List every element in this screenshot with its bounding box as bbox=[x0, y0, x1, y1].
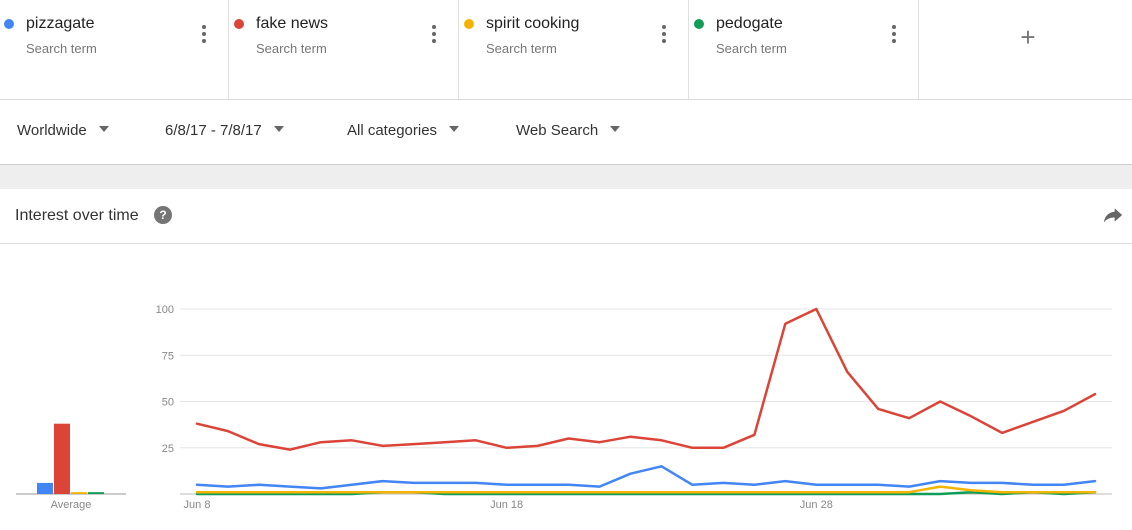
series-line-spirit-cooking bbox=[195, 485, 1097, 494]
series-line-pizzagate bbox=[195, 465, 1097, 490]
average-bar-fake-news bbox=[54, 423, 70, 494]
date-range-dropdown[interactable]: 6/8/17 - 7/8/17 bbox=[165, 122, 284, 139]
caret-down-icon bbox=[273, 126, 284, 133]
search-term-label: Search term bbox=[26, 41, 97, 56]
search-term-card-spirit-cooking[interactable]: spirit cooking Search term bbox=[460, 0, 689, 99]
more-options-icon[interactable] bbox=[432, 25, 436, 43]
search-term-name[interactable]: spirit cooking bbox=[486, 15, 580, 32]
search-term-label: Search term bbox=[716, 41, 787, 56]
region-dropdown[interactable]: Worldwide bbox=[17, 122, 109, 139]
interest-over-time-header: Interest over time ? bbox=[0, 189, 1132, 244]
more-options-icon[interactable] bbox=[662, 25, 666, 43]
search-term-label: Search term bbox=[256, 41, 327, 56]
interest-over-time-chart: Average 100 75 50 25 Jun 8 Jun 18 Jun 28 bbox=[0, 244, 1132, 530]
search-term-label: Search term bbox=[486, 41, 557, 56]
y-tick-label: 50 bbox=[162, 397, 174, 409]
caret-down-icon bbox=[610, 126, 621, 133]
y-tick-label: 25 bbox=[162, 443, 174, 455]
x-tick-label: Jun 28 bbox=[800, 499, 833, 511]
search-term-card-pedogate[interactable]: pedogate Search term bbox=[690, 0, 919, 99]
card-title: Interest over time bbox=[15, 207, 139, 224]
search-term-card-pizzagate[interactable]: pizzagate Search term bbox=[0, 0, 229, 99]
category-dropdown[interactable]: All categories bbox=[347, 122, 460, 139]
search-term-name[interactable]: pizzagate bbox=[26, 15, 95, 32]
series-color-dot bbox=[464, 19, 474, 29]
average-bar-pizzagate bbox=[37, 482, 53, 494]
series-line-pedogate bbox=[195, 490, 1097, 496]
region-label: Worldwide bbox=[17, 122, 87, 139]
search-term-card-fake-news[interactable]: fake news Search term bbox=[230, 0, 459, 99]
series-color-dot bbox=[694, 19, 704, 29]
average-bar-spirit-cooking bbox=[71, 492, 87, 494]
search-type-label: Web Search bbox=[516, 122, 599, 139]
filter-bar: Worldwide 6/8/17 - 7/8/17 All categories… bbox=[0, 100, 1132, 165]
average-bar-pedogate bbox=[88, 492, 104, 494]
caret-down-icon bbox=[98, 126, 109, 133]
share-icon[interactable] bbox=[1103, 206, 1123, 224]
y-tick-label: 75 bbox=[162, 350, 174, 362]
x-tick-label: Jun 8 bbox=[184, 499, 211, 511]
section-divider bbox=[0, 165, 1132, 189]
caret-down-icon bbox=[449, 126, 460, 133]
more-options-icon[interactable] bbox=[892, 25, 896, 43]
x-tick-label: Jun 18 bbox=[490, 499, 523, 511]
average-label: Average bbox=[51, 499, 92, 511]
search-type-dropdown[interactable]: Web Search bbox=[516, 122, 621, 139]
add-comparison-plus-icon[interactable]: + bbox=[1020, 22, 1036, 52]
chart-svg: Average 100 75 50 25 Jun 8 Jun 18 Jun 28 bbox=[16, 304, 1112, 511]
y-tick-label: 100 bbox=[156, 304, 174, 316]
search-term-name[interactable]: pedogate bbox=[716, 15, 783, 32]
date-range-label: 6/8/17 - 7/8/17 bbox=[165, 122, 262, 139]
search-terms-bar: pizzagate Search term fake news Search t… bbox=[0, 0, 1132, 100]
more-options-icon[interactable] bbox=[202, 25, 206, 43]
category-label: All categories bbox=[347, 122, 438, 139]
series-color-dot bbox=[234, 19, 244, 29]
series-color-dot bbox=[4, 19, 14, 29]
help-icon[interactable]: ? bbox=[154, 206, 172, 224]
search-term-name[interactable]: fake news bbox=[256, 15, 329, 32]
series-line-fake-news bbox=[195, 307, 1097, 451]
